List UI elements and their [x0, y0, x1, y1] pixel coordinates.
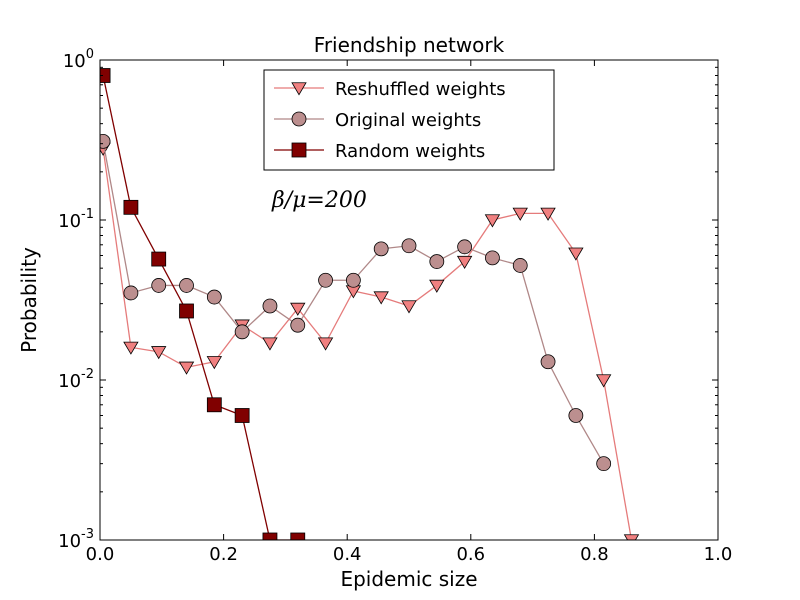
data-point — [373, 291, 389, 305]
data-point — [317, 337, 334, 351]
data-point — [234, 324, 250, 340]
data-point — [429, 254, 445, 269]
x-axis-title: Epidemic size — [340, 567, 477, 591]
data-point — [318, 272, 333, 288]
series-square — [100, 68, 306, 540]
data-point — [206, 397, 222, 413]
data-point — [456, 255, 473, 269]
data-point — [401, 238, 417, 254]
data-point — [151, 278, 167, 293]
legend-entry: Random weights — [274, 141, 485, 162]
legend-box — [263, 69, 555, 171]
y-tick-label: 10-3 — [58, 527, 94, 552]
x-tick-label: 0.2 — [209, 544, 238, 565]
legend-marker — [291, 82, 307, 96]
x-tick-label: 1.0 — [704, 544, 733, 565]
data-point — [123, 285, 139, 301]
chart-title: Friendship network — [314, 33, 505, 57]
data-point — [512, 207, 528, 221]
legend-label: Reshuffled weights — [335, 79, 506, 100]
legend: Reshuffled weights Original weights Random… — [263, 69, 555, 171]
data-point — [262, 337, 278, 351]
data-point — [540, 207, 556, 221]
data-point — [290, 302, 306, 316]
y-tick-label: 100 — [63, 47, 94, 72]
series-layer — [100, 68, 640, 540]
series-line — [102, 75, 298, 540]
data-point — [345, 272, 361, 288]
series-circle — [100, 133, 612, 472]
series-line — [102, 148, 633, 540]
beta-mu-annotation: β/μ=200 — [271, 188, 367, 213]
data-point — [206, 289, 222, 305]
data-point — [429, 279, 445, 293]
data-point — [623, 534, 640, 540]
data-point — [234, 408, 250, 423]
plot-frame — [99, 59, 719, 541]
x-tick-label: 0.6 — [456, 544, 485, 565]
data-point — [151, 346, 167, 360]
data-point — [179, 303, 194, 319]
legend-label: Random weights — [335, 141, 485, 162]
data-point — [401, 300, 417, 314]
data-point — [485, 250, 500, 266]
data-point — [540, 354, 556, 370]
series-triangle-down — [100, 142, 640, 540]
data-point — [457, 239, 473, 255]
data-point — [262, 298, 278, 314]
x-tick-label: 0.8 — [580, 544, 609, 565]
data-point — [290, 532, 306, 540]
legend-marker — [291, 142, 307, 158]
legend-label: Original weights — [335, 110, 481, 131]
data-point — [596, 456, 612, 472]
data-point — [100, 133, 111, 149]
data-point — [568, 247, 584, 261]
y-tick-label: 10-1 — [58, 207, 94, 232]
data-point — [262, 532, 278, 540]
y-axis-title: Probability — [17, 247, 41, 353]
legend-entry: Reshuffled weights — [274, 79, 506, 100]
data-point — [484, 214, 501, 228]
data-point — [290, 317, 306, 333]
data-point — [178, 361, 195, 375]
legend-marker — [291, 111, 307, 127]
data-point — [206, 356, 223, 370]
y-tick-label: 10-2 — [58, 367, 94, 392]
ticks-layer: 0.0 0.2 0.4 0.6 0.8 1.0 100 10-1 10-2 10-3 — [58, 47, 732, 565]
data-point — [123, 341, 139, 355]
x-tick-label: 0.0 — [86, 544, 115, 565]
x-tick-label: 0.4 — [333, 544, 362, 565]
data-point — [151, 251, 167, 267]
data-point — [373, 241, 389, 257]
data-point — [595, 374, 612, 388]
data-point — [512, 258, 528, 273]
data-point — [568, 408, 584, 423]
data-point — [123, 199, 139, 215]
data-point — [179, 278, 194, 293]
data-point — [100, 68, 111, 83]
legend-entry: Original weights — [274, 110, 481, 131]
